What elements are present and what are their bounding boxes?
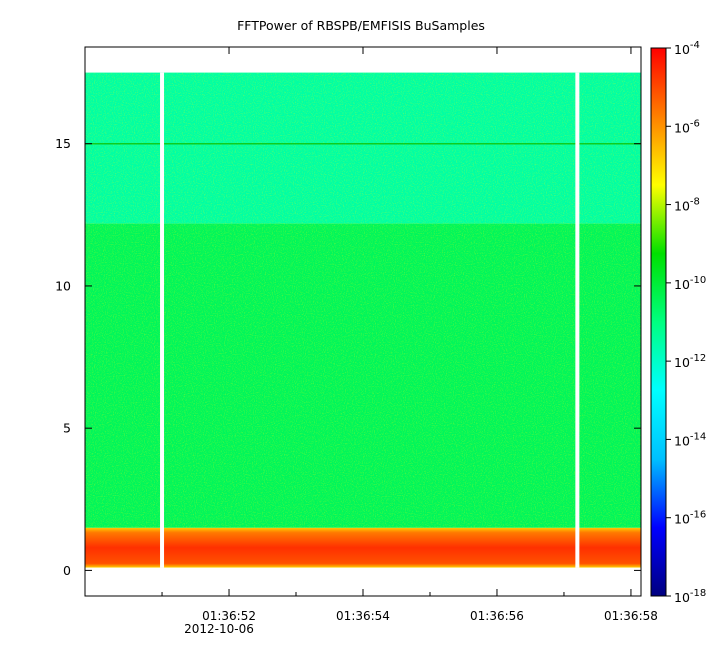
- x-tick-label: 01:36:58: [604, 609, 658, 623]
- data-gap-1: [160, 72, 165, 568]
- colorbar-tick-label: 10-14: [674, 431, 706, 448]
- heatmap-band-texture-2: [85, 223, 641, 528]
- x-tick-label: 01:36:56: [470, 609, 524, 623]
- y-tick-label: 15: [55, 136, 71, 151]
- y-tick-label: 0: [63, 563, 71, 578]
- data-gap-2: [575, 72, 580, 568]
- y-axis: 0 5 10 15: [55, 136, 641, 578]
- colorbar-tick-label: 10-16: [674, 510, 706, 527]
- colorbar-tick-label: 10-12: [674, 353, 706, 370]
- y-tick-label: 5: [63, 421, 71, 436]
- x-tick-label: 01:36:54: [336, 609, 390, 623]
- heatmap-band-texture-3: [85, 72, 641, 224]
- x-date-label: 2012-10-06: [184, 622, 254, 636]
- colorbar: 10-4 10-6 10-8 10-10 10-12 10-14 10-16 10-18: [650, 40, 706, 605]
- colorbar-tick-label: 10-4: [674, 40, 700, 57]
- y-tick-label: 10: [55, 278, 71, 293]
- colorbar-tick-label: 10-6: [674, 118, 700, 135]
- colorbar-fill: [651, 48, 666, 596]
- heatmap-band-1: [85, 527, 641, 568]
- x-axis: 01:36:52 01:36:54 01:36:56 01:36:58: [161, 47, 658, 623]
- colorbar-tick-label: 10-10: [674, 275, 706, 292]
- plot-area: [84, 46, 642, 597]
- colorbar-ticks: 10-4 10-6 10-8 10-10 10-12 10-14 10-16 10-18: [666, 40, 706, 605]
- data-gaps: [160, 72, 580, 568]
- heatmap-bands: [85, 72, 641, 568]
- colorbar-tick-label: 10-18: [674, 588, 706, 605]
- colorbar-frame: [650, 47, 667, 597]
- colorbar-tick-label: 10-8: [674, 197, 700, 214]
- chart-title: FFTPower of RBSPB/EMFISIS BuSamples: [237, 18, 485, 33]
- x-tick-label: 01:36:52: [202, 609, 256, 623]
